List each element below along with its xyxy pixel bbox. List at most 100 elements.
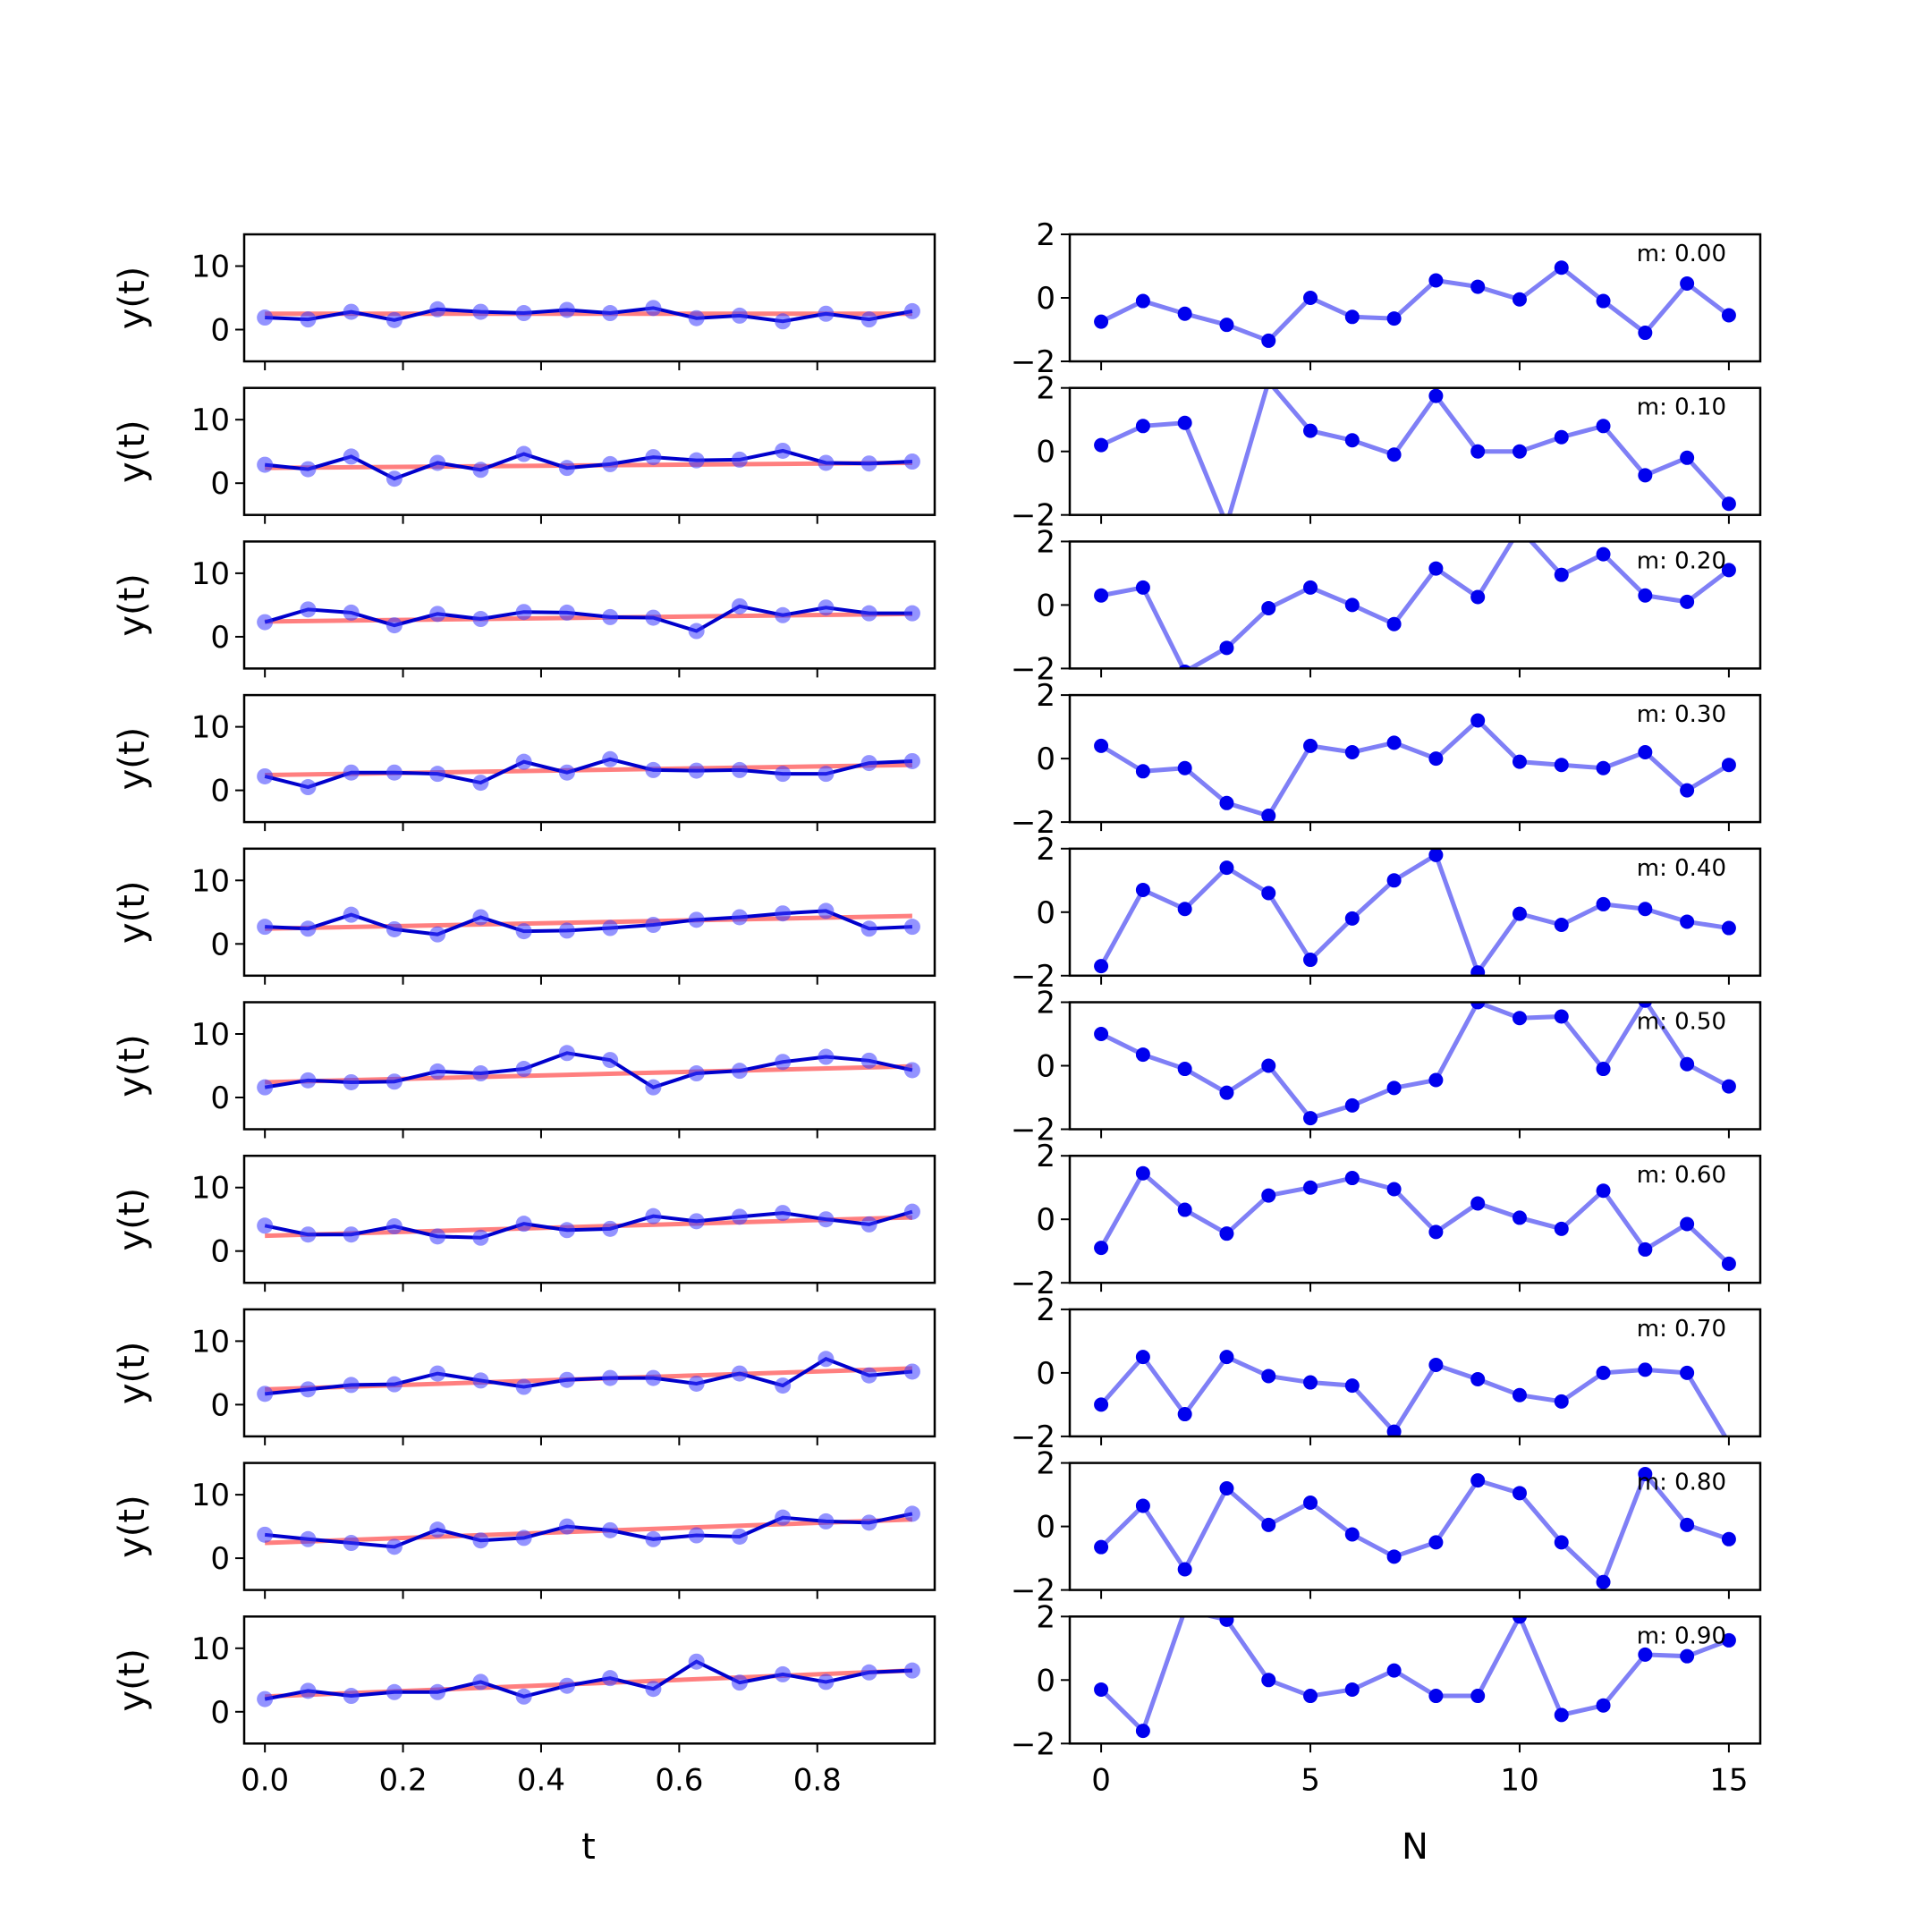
m-label: m: 0.50 [1637,1009,1726,1036]
data-point [257,919,274,936]
data-point [731,597,748,614]
residual-point [1177,760,1192,775]
data-point [818,1674,835,1690]
data-point [688,309,705,326]
residual-point [1261,886,1276,901]
residual-point [1638,468,1653,483]
data-point [775,1054,792,1071]
data-point [300,779,317,796]
data-point [300,601,317,618]
data-point [602,455,619,472]
residual-point [1680,1365,1695,1380]
residual-point [1512,906,1527,921]
right-axes-frame [1068,540,1762,670]
residual-point [1344,433,1360,448]
data-point [903,919,920,936]
residual-point [1512,1486,1527,1501]
data-point [903,752,920,769]
fit-line [265,1063,912,1085]
residual-point [1721,1079,1736,1094]
residual-point [1261,600,1276,615]
data-point [515,604,532,621]
right-ytick-label: 2 [1036,524,1055,560]
residual-point [1303,1689,1318,1704]
data-point [386,1218,402,1235]
data-point [860,755,877,772]
left-plot-area-4 [257,902,920,943]
data-point [429,454,446,471]
left-ytick-label: 0 [210,1695,230,1731]
right-xtick-label: 10 [1500,1762,1538,1798]
right-ytick-label: 2 [1036,678,1055,714]
right-plot-area-2 [1094,541,1736,669]
residual-point [1554,567,1569,582]
data-point [731,1528,748,1545]
residual-point [1428,1224,1444,1240]
residual-point [1094,1397,1109,1412]
residual-point [1386,1080,1402,1096]
data-point [300,1381,317,1398]
left-axes-frame [242,1308,936,1438]
data-point [515,445,532,462]
right-ytick-label: 0 [1036,1049,1055,1085]
data-point [558,604,575,621]
data-point [386,1683,402,1700]
right-ytick-label: 0 [1036,1356,1055,1392]
left-axes-frame [242,386,936,516]
data-point [300,1530,317,1547]
residual-point [1135,1047,1150,1063]
left-axes-frame [242,1615,936,1745]
data-point [386,920,402,937]
left-ytick-label: 10 [191,1171,230,1207]
right-ytick-label: 0 [1036,1663,1055,1699]
residual-point [1554,918,1569,932]
data-point [645,1530,662,1547]
left-column-subplots: 0 10 y(t) 0 10 y(t) 0 10 y(t) 0 10 y(t) 0 10 y(t) 0 10 y(… [112,233,936,1798]
data-point [818,1351,835,1368]
residual-point [1512,1011,1527,1026]
data-point [300,1226,317,1243]
data-point [602,919,619,936]
residual-point [1386,616,1402,631]
data-point [645,1681,662,1698]
left-ytick-label: 0 [210,927,230,962]
data-point [472,462,489,479]
residual-point [1135,1724,1150,1739]
residual-point [1219,795,1234,810]
right-axes-frame [1068,693,1762,824]
residual-point [1261,1673,1276,1688]
residual-point [1135,419,1150,434]
m-label: m: 0.90 [1637,1623,1726,1649]
data-point [602,305,619,322]
left-subplot-9: 0 10 0.0 0.2 0.4 0.6 0.8 y(t) [112,1615,936,1798]
data-point [472,1532,489,1549]
residual-point [1470,1002,1486,1010]
data-point [818,766,835,783]
residual-point [1512,754,1527,769]
right-ytick-label: −2 [1011,1419,1055,1455]
residual-point [1596,547,1611,562]
right-subplot-6: −2 0 2 m: 0.60 [1011,1139,1762,1301]
residual-point [1596,1365,1611,1380]
residual-point [1386,1424,1402,1436]
residual-line [1099,1353,1728,1436]
right-ytick-label: 2 [1036,371,1055,407]
residual-point [1470,444,1486,459]
residual-point [1219,1226,1234,1241]
residual-point [1680,594,1695,609]
residual-point [1512,1387,1527,1402]
left-subplot-5: 0 10 y(t) [112,1001,936,1139]
left-ytick-label: 0 [210,1387,230,1423]
data-point [343,1073,360,1090]
residual-point [1554,1707,1569,1723]
residual-point [1135,580,1150,595]
residual-point [1721,308,1736,323]
right-ytick-label: 2 [1036,986,1055,1021]
right-ytick-label: −2 [1011,498,1055,534]
data-point [775,1665,792,1682]
residual-point [1177,1062,1192,1077]
right-ytick-label: −2 [1011,1113,1055,1148]
right-ytick-label: −2 [1011,805,1055,841]
data-point [645,1079,662,1096]
left-plot-area-5 [257,1045,920,1096]
